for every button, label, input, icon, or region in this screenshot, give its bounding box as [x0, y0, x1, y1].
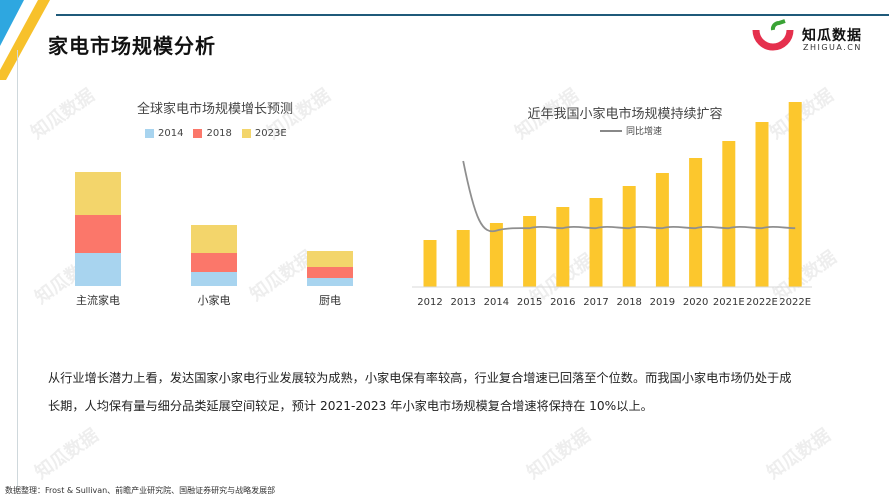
bar-10	[755, 122, 769, 287]
watermark: 知瓜数据	[31, 424, 103, 484]
logo-text: 知瓜数据	[802, 28, 862, 44]
x-tick-label: 2013	[450, 297, 475, 308]
legend-line-swatch	[600, 129, 622, 132]
bar-2023E-1	[191, 225, 237, 253]
bar-2018-2	[307, 267, 353, 278]
left-chart-title: 全球家电市场规模增长预测	[136, 102, 293, 117]
legend-label-2014: 2014	[158, 128, 184, 139]
bar-8	[689, 158, 703, 287]
x-tick-label: 2020	[683, 297, 708, 308]
left-chart-legend: 2014 2018 2023E	[145, 128, 287, 139]
legend-item-2014: 2014	[145, 128, 183, 139]
charts-canvas: 主流家电 小家电 厨电 2012 2013 2014 2015 2016 2017 2018 201…	[75, 102, 812, 308]
x-tick-label: 2015	[517, 297, 542, 308]
bar-0	[423, 240, 437, 287]
bar-2014-0	[75, 253, 121, 286]
legend-item-2018: 2018	[193, 128, 232, 139]
category-label: 厨电	[319, 294, 341, 307]
bar-4	[556, 207, 570, 287]
zhigua-logo	[752, 19, 794, 51]
right-chart-title: 近年我国小家电市场规模持续扩容	[527, 107, 723, 122]
x-tick-label: 2017	[583, 297, 608, 308]
corner-decoration	[0, 0, 50, 80]
bar-2	[489, 223, 503, 287]
x-tick-label: 2021E	[713, 297, 745, 308]
bar-3	[523, 216, 537, 287]
watermark: 知瓜数据	[763, 424, 835, 484]
bar-2023E-2	[307, 251, 353, 267]
legend-label-2023e: 2023E	[254, 128, 287, 139]
category-label: 小家电	[198, 293, 231, 307]
x-tick-label: 2016	[550, 297, 575, 308]
logo-subtext: ZHIGUA.CN	[803, 43, 862, 52]
bar-2014-2	[307, 278, 353, 286]
x-tick-label: 2022E	[779, 297, 811, 308]
bar-9	[722, 141, 736, 287]
x-tick-label: 2022E	[746, 297, 778, 308]
paragraph-line-2: 长期，人均保有量与细分品类延展空间较足，预计 2021-2023 年小家电市场规…	[48, 399, 653, 413]
analysis-paragraph: 从行业增长潜力上看，发达国家小家电行业发展较为成熟，小家电保有率较高，行业复合增…	[48, 364, 848, 420]
x-tick-label: 2012	[417, 297, 442, 308]
header-rule	[56, 14, 889, 16]
growth-rate-line	[462, 160, 796, 233]
page-title: 家电市场规模分析	[48, 34, 216, 58]
x-tick-label: 2018	[616, 297, 641, 308]
bar-2014-1	[191, 272, 237, 286]
watermark: 知瓜数据	[523, 424, 595, 484]
source-note: 数据整理：Frost & Sullivan、前瞻产业研究院、国融证券研究与战略发…	[5, 486, 276, 495]
legend-swatch-2018	[193, 129, 203, 138]
x-tick-label: 2014	[484, 297, 509, 308]
legend-item-2023e: 2023E	[241, 128, 287, 139]
legend-swatch-2014	[145, 129, 154, 138]
bar-6	[622, 186, 636, 287]
x-tick-label: 2019	[650, 297, 675, 308]
bar-5	[589, 198, 603, 287]
left-rule	[17, 50, 18, 488]
legend-label-growth: 同比增速	[626, 127, 663, 137]
bar-2023E-0	[75, 172, 121, 215]
bar-11	[788, 102, 802, 287]
legend-swatch-2023e	[241, 129, 251, 138]
category-label: 主流家电	[76, 293, 120, 307]
bar-2018-0	[75, 215, 121, 253]
bar-7	[655, 173, 669, 287]
legend-label-2018: 2018	[206, 128, 232, 139]
right-chart-legend: 同比增速	[600, 124, 662, 137]
paragraph-line-1: 从行业增长潜力上看，发达国家小家电行业发展较为成熟，小家电保有率较高，行业复合增…	[48, 371, 792, 385]
bar-1	[456, 230, 470, 287]
bar-2018-1	[191, 253, 237, 272]
